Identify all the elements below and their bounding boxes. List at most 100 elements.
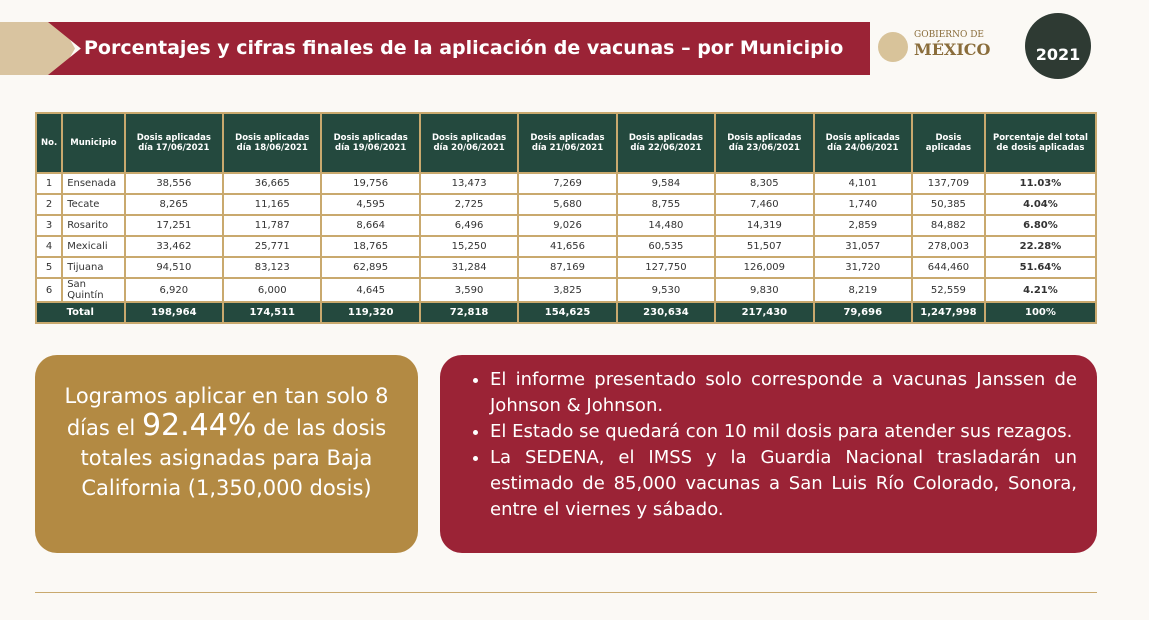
cell: 11,165 [222,193,323,216]
cell: 6,000 [222,277,323,303]
cell: Mexicali [61,235,126,258]
header-cell: Dosis aplicadas día 23/06/2021 [714,112,815,174]
cell: Ensenada [61,172,126,195]
text: Logramos aplicar en tan solo 8 días el [64,384,389,440]
summary: Logramos aplicar en tan solo 8 días el 9… [35,355,418,553]
total-cell: 1,247,998 [910,301,986,324]
row: 2 Tecate 8,265 11,165 4,595 2,725 5,680 8,755 7,… [34,193,1098,216]
header-row: No. Municipio Dosis aplicadas día 17/06/20… [34,112,1098,174]
cell: Rosarito [61,214,126,237]
cell: 278,003 [910,235,986,258]
header-cell: Dosis aplicadas día 17/06/2021 [123,112,225,174]
notes: El informe presentado solo corresponde a… [440,355,1097,553]
cell: 15,250 [418,235,520,258]
bullet-list: El informe presentado solo corresponde a… [490,367,1077,523]
cell: 4,645 [320,277,421,303]
text: de las dosis totales asignadas para Baja… [80,416,387,500]
logo-text: GOBIERNO DE [914,30,984,40]
title: Porcentajes y cifras finales de la aplic… [48,22,870,75]
total-cell: 79,696 [812,301,913,324]
cell: 18,765 [320,235,421,258]
cell: 4,101 [812,172,913,195]
total-cell: 72,818 [418,301,520,324]
cell: 2 [34,193,64,216]
cell: 126,009 [714,256,815,279]
header-cell: Dosis aplicadas día 24/06/2021 [812,112,913,174]
bullet: La SEDENA, el IMSS y la Guardia Nacional… [490,445,1077,523]
cell: 2,725 [418,193,520,216]
gob-logo: GOBIERNO DE MÉXICO [878,30,990,62]
cell: 6,920 [123,277,225,303]
cell: 5,680 [517,193,618,216]
cell: 31,720 [812,256,913,279]
cell: 84,882 [910,214,986,237]
cell: 6.80% [983,214,1098,237]
cell: 14,480 [615,214,717,237]
cell: 8,219 [812,277,913,303]
row: 3 Rosarito 17,251 11,787 8,664 6,496 9,026 14,4… [34,214,1098,237]
cell: 1 [34,172,64,195]
cell: San Quintín [61,277,126,303]
cell: 22.28% [983,235,1098,258]
cell: 4 [34,235,64,258]
cell: 25,771 [222,235,323,258]
total-cell: Total [35,301,126,324]
cell: 36,665 [222,172,323,195]
total-cell: 217,430 [714,301,815,324]
cell: 137,709 [910,172,986,195]
header-cell: Municipio [61,112,126,174]
cell: 5 [34,256,64,279]
cell: 4,595 [320,193,421,216]
cell: 50,385 [910,193,986,216]
cell: 7,269 [517,172,618,195]
cell: 3,590 [418,277,520,303]
header-cell: Porcentaje del total de dosis aplicadas [983,112,1098,174]
cell: 11,787 [222,214,323,237]
cell: 51.64% [983,256,1098,279]
cell: 83,123 [222,256,323,279]
table: No. Municipio Dosis aplicadas día 17/06/20… [34,112,1098,324]
header-cell: No. [34,112,64,174]
header-cell: Dosis aplicadas día 20/06/2021 [418,112,520,174]
cell: 6,496 [418,214,520,237]
cell: 14,319 [714,214,815,237]
cell: 62,895 [320,256,421,279]
total-cell: 100% [983,301,1098,324]
cell: 51,507 [714,235,815,258]
cell: 31,284 [418,256,520,279]
cell: 8,265 [123,193,225,216]
cell: 31,057 [812,235,913,258]
cell: 644,460 [910,256,986,279]
cell: 94,510 [123,256,225,279]
row: 5 Tijuana 94,510 83,123 62,895 31,284 87,169 12… [34,256,1098,279]
cell: 1,740 [812,193,913,216]
rule [35,592,1097,593]
header-cell: Dosis aplicadas día 22/06/2021 [615,112,717,174]
cell: 9,530 [615,277,717,303]
seal [878,32,908,62]
header-cell: Dosis aplicadas día 21/06/2021 [517,112,618,174]
cell: 33,462 [123,235,225,258]
year-logo: 2021 [1025,13,1091,79]
cell: 87,169 [517,256,618,279]
header-cell: Dosis aplicadas día 18/06/2021 [222,112,323,174]
bullet: El Estado se quedará con 10 mil dosis pa… [490,419,1077,445]
cell: Tijuana [61,256,126,279]
row: 6 San Quintín 6,920 6,000 4,645 3,590 3,825 9,5… [34,277,1098,303]
cell: 7,460 [714,193,815,216]
total-cell: 154,625 [517,301,618,324]
cell: 17,251 [123,214,225,237]
cell: 13,473 [418,172,520,195]
cell: 3 [34,214,64,237]
cell: 38,556 [123,172,225,195]
cell: 19,756 [320,172,421,195]
cell: 4.04% [983,193,1098,216]
cell: 2,859 [812,214,913,237]
total-cell: 174,511 [222,301,323,324]
total-cell: 230,634 [615,301,717,324]
header-cell: Dosis aplicadas [910,112,986,174]
cell: 9,830 [714,277,815,303]
cell: 3,825 [517,277,618,303]
cell: 52,559 [910,277,986,303]
